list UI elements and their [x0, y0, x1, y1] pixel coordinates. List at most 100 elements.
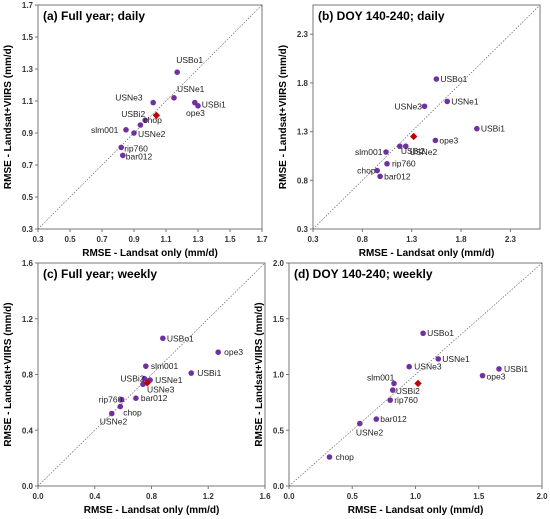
data-point-ope3	[215, 349, 221, 356]
data-point-bar012	[133, 395, 139, 401]
y-tick-label: 0.7	[22, 161, 34, 170]
panel-title: (b) DOY 140-240; daily	[318, 9, 445, 23]
x-tick-label: 0.0	[32, 492, 44, 501]
data-point-usne2	[131, 130, 137, 136]
plot-frame	[37, 4, 263, 230]
point-label: slm001	[151, 361, 179, 371]
point-label: rip760	[99, 395, 123, 405]
point-label: USBi1	[504, 364, 528, 374]
data-point-usne1	[444, 98, 451, 105]
point-label: chop	[143, 115, 162, 125]
point-label: USBi2	[120, 374, 144, 384]
x-tick-label: 0.4	[89, 492, 101, 501]
data-point-usne2	[108, 410, 115, 417]
point-label: USBi1	[481, 124, 505, 134]
x-tick-label: 2.3	[505, 235, 517, 244]
point-label: chop	[335, 452, 354, 462]
point-label: ope3	[224, 347, 243, 357]
data-point-usbi1	[188, 370, 195, 376]
data-point-rip760	[118, 396, 125, 403]
x-tick-label: 1.0	[410, 492, 422, 501]
point-label: bar012	[384, 171, 411, 181]
data-point-usne2	[357, 420, 363, 427]
panel-3: 0.0 0.4 0.8 1.2 1.6 0.0 0.4 0.8 1.2 1.6 (c) Full y…	[3, 259, 271, 516]
y-tick-label: 1.8	[297, 79, 309, 88]
point-label: USNe1	[177, 84, 205, 94]
data-point-bar012	[373, 416, 380, 422]
mean-marker	[152, 111, 161, 120]
y-tick-label: 1.5	[273, 315, 285, 324]
data-point-usbo1	[433, 76, 440, 82]
x-axis-label: RMSE - Landsat only (mm/d)	[82, 248, 218, 259]
point-label: chop	[357, 166, 376, 176]
y-tick-label: 0.8	[297, 176, 309, 185]
data-point-chop	[117, 403, 124, 410]
y-tick-label: 0.0	[273, 482, 285, 491]
point-label: USBo1	[176, 55, 203, 65]
data-point-usne3	[406, 363, 412, 370]
data-point-bar012	[377, 173, 383, 180]
data-point-slm001	[383, 149, 389, 155]
point-label: slm001	[91, 125, 119, 135]
y-tick-label: 1.1	[22, 97, 34, 106]
point-label: USNe1	[155, 375, 183, 385]
data-point-chop	[326, 454, 333, 460]
x-tick-label: 1.3	[406, 235, 418, 244]
data-point-usbi1	[496, 366, 502, 372]
data-point-usbi2	[397, 143, 403, 150]
one-to-one-line	[312, 4, 541, 230]
point-label: USNe2	[100, 417, 128, 427]
y-tick-label: 0.3	[22, 225, 34, 234]
x-tick-label: 0.3	[32, 235, 44, 244]
data-point-usbo1	[174, 69, 180, 75]
point-label: USNe1	[451, 96, 479, 106]
x-tick-label: 1.1	[160, 235, 172, 244]
data-point-usne1	[171, 95, 177, 101]
x-tick-label: 0.5	[64, 235, 76, 244]
x-axis-label: RMSE - Landsat only (mm/d)	[348, 505, 484, 516]
x-axis-label: RMSE - Landsat only (mm/d)	[84, 505, 220, 516]
panel-title: (c) Full year; weekly	[43, 267, 157, 281]
y-axis-label: RMSE - Landsat+VIIRS (mm/d)	[278, 45, 289, 189]
point-label: bar012	[380, 414, 407, 424]
data-point-bar012	[120, 152, 126, 159]
point-label: bar012	[141, 393, 168, 403]
panel-4: 0.0 0.5 1.0 1.5 2.0 0.0 0.5 1.0 1.5 2.0 (d) DOY 14…	[254, 259, 548, 516]
point-label: USNe2	[138, 129, 166, 139]
point-label: USBi2	[396, 386, 420, 396]
data-point-ope3	[432, 137, 439, 144]
y-tick-label: 0.5	[22, 193, 34, 202]
y-tick-label: 0.0	[22, 482, 34, 491]
x-tick-label: 2.0	[536, 492, 548, 501]
point-label: ope3	[186, 108, 205, 118]
y-tick-label: 0.8	[22, 371, 34, 380]
point-label: USNe2	[356, 428, 384, 438]
x-tick-label: 1.5	[224, 235, 236, 244]
x-tick-label: 0.5	[347, 492, 359, 501]
x-tick-label: 1.6	[259, 492, 271, 501]
one-to-one-line	[288, 262, 543, 487]
point-label: rip760	[392, 159, 416, 169]
point-label: rip760	[124, 143, 148, 153]
x-tick-label: 0.8	[357, 235, 369, 244]
data-point-usbi2	[389, 387, 396, 393]
point-label: USBi1	[197, 368, 221, 378]
data-point-usbo1	[160, 335, 166, 342]
point-label: slm001	[367, 372, 395, 382]
y-tick-label: 1.3	[22, 65, 34, 74]
x-tick-label: 0.0	[283, 492, 295, 501]
point-label: ope3	[439, 135, 458, 145]
data-point-usbi1	[474, 125, 480, 132]
y-tick-label: 2.0	[273, 259, 285, 268]
panel-title: (a) Full year; daily	[43, 9, 145, 23]
y-axis-label: RMSE - Landsat+VIIRS (mm/d)	[3, 45, 14, 189]
data-point-slm001	[391, 380, 397, 387]
x-tick-label: 0.9	[128, 235, 140, 244]
point-label: USBi2	[401, 146, 425, 156]
data-point-usne2	[402, 143, 409, 150]
y-tick-label: 0.3	[297, 225, 309, 234]
data-point-slm001	[143, 363, 149, 369]
data-point-usbo1	[420, 330, 426, 337]
data-point-rip760	[384, 160, 390, 167]
data-point-usbi2	[141, 375, 148, 382]
